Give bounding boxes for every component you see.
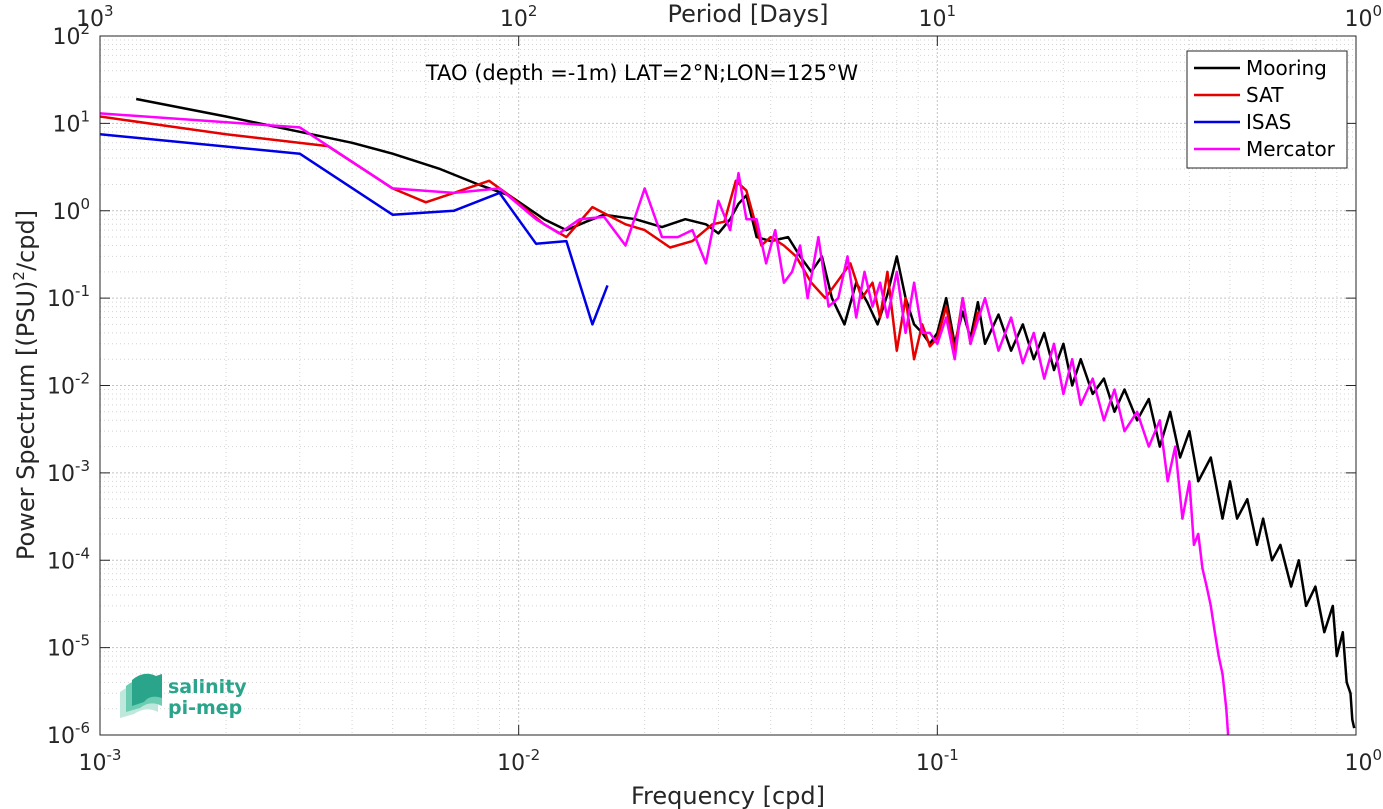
y-tick-label: 10-6 xyxy=(47,719,90,749)
y-tick-label-exponent: 0 xyxy=(80,195,90,213)
y-tick-label-base: 10 xyxy=(47,462,75,487)
logo-line1: salinity xyxy=(168,676,247,698)
y-tick-label-base: 10 xyxy=(52,200,80,225)
x-tick-label-base: 10 xyxy=(79,751,107,776)
top-tick-label-exponent: 2 xyxy=(528,2,538,20)
y-tick-label-base: 10 xyxy=(52,112,80,137)
x-tick-label-exponent: -2 xyxy=(525,746,540,764)
axis-ticks xyxy=(99,35,1357,736)
top-tick-label: 102 xyxy=(500,2,538,32)
y-tick-label: 101 xyxy=(52,107,90,137)
y-axis-label: Power Spectrum [(PSU)2/cpd] xyxy=(10,210,40,560)
x-tick-label-exponent: 0 xyxy=(1372,746,1382,764)
top-tick-label: 103 xyxy=(76,2,114,32)
top-tick-label: 100 xyxy=(1344,2,1382,32)
y-tick-label-exponent: -2 xyxy=(75,370,90,388)
x-tick-label: 10-2 xyxy=(497,746,540,776)
top-tick-label-base: 10 xyxy=(919,7,947,32)
y-tick-label-exponent: -4 xyxy=(75,544,90,562)
y-tick-label: 10-5 xyxy=(47,632,90,662)
y-tick-label-exponent: 1 xyxy=(80,107,90,125)
top-tick-label-base: 10 xyxy=(500,7,528,32)
y-tick-label-exponent: -3 xyxy=(75,457,90,475)
series-line-mercator xyxy=(100,112,1230,735)
chart-title: TAO (depth =-1m) LAT=2°N;LON=125°W xyxy=(425,61,859,85)
legend-label-mercator: Mercator xyxy=(1246,137,1336,161)
legend-label-isas: ISAS xyxy=(1246,110,1291,134)
series-line-isas xyxy=(100,133,609,326)
logo-mark-icon xyxy=(120,673,162,718)
y-tick-label: 100 xyxy=(52,195,90,225)
x-tick-label-base: 10 xyxy=(1344,751,1372,776)
top-tick-label-exponent: 0 xyxy=(1372,2,1382,20)
x-tick-label: 10-3 xyxy=(79,746,122,776)
y-tick-label-base: 10 xyxy=(47,287,75,312)
y-axis-label-sup: 2 xyxy=(10,271,28,281)
legend-label-mooring: Mooring xyxy=(1246,56,1327,80)
x-tick-label-exponent: -3 xyxy=(107,746,122,764)
x-tick-label-exponent: -1 xyxy=(944,746,959,764)
y-tick-label-exponent: -6 xyxy=(75,719,90,737)
top-tick-label-exponent: 3 xyxy=(104,2,114,20)
legend: Mooring SAT ISAS Mercator xyxy=(1186,50,1348,169)
top-tick-label: 101 xyxy=(919,2,957,32)
y-tick-label: 10-3 xyxy=(47,457,90,487)
y-axis-label-main: Power Spectrum [(PSU) xyxy=(12,281,40,560)
x-tick-label-base: 10 xyxy=(916,751,944,776)
series-line-mooring xyxy=(135,97,1356,729)
x-axis-label: Frequency [cpd] xyxy=(631,782,825,809)
y-tick-label-base: 10 xyxy=(47,549,75,574)
y-tick-label-exponent: 2 xyxy=(80,20,90,38)
x-tick-label-base: 10 xyxy=(497,751,525,776)
top-tick-label-exponent: 1 xyxy=(947,2,957,20)
salinity-pi-mep-logo: salinity pi-mep xyxy=(120,673,247,719)
y-tick-label: 102 xyxy=(52,20,90,50)
minor-grid xyxy=(100,36,1356,735)
top-axis-label: Period [Days] xyxy=(667,0,828,28)
legend-label-sat: SAT xyxy=(1246,83,1284,107)
top-tick-label-base: 10 xyxy=(1344,7,1372,32)
y-tick-label-exponent: -1 xyxy=(75,282,90,300)
y-tick-label: 10-2 xyxy=(47,370,90,400)
y-tick-label: 10-4 xyxy=(47,544,90,574)
series-layer xyxy=(100,97,1356,735)
x-tick-label: 100 xyxy=(1344,746,1382,776)
y-tick-label-base: 10 xyxy=(47,637,75,662)
y-tick-label-base: 10 xyxy=(47,724,75,749)
x-tick-label: 10-1 xyxy=(916,746,959,776)
y-tick-label: 10-1 xyxy=(47,282,90,312)
logo-line2: pi-mep xyxy=(168,697,242,719)
y-tick-label-base: 10 xyxy=(52,25,80,50)
y-axis-label-tail: /cpd] xyxy=(12,210,40,271)
y-tick-label-base: 10 xyxy=(47,375,75,400)
y-tick-label-exponent: -5 xyxy=(75,632,90,650)
top-tick-label-base: 10 xyxy=(76,7,104,32)
